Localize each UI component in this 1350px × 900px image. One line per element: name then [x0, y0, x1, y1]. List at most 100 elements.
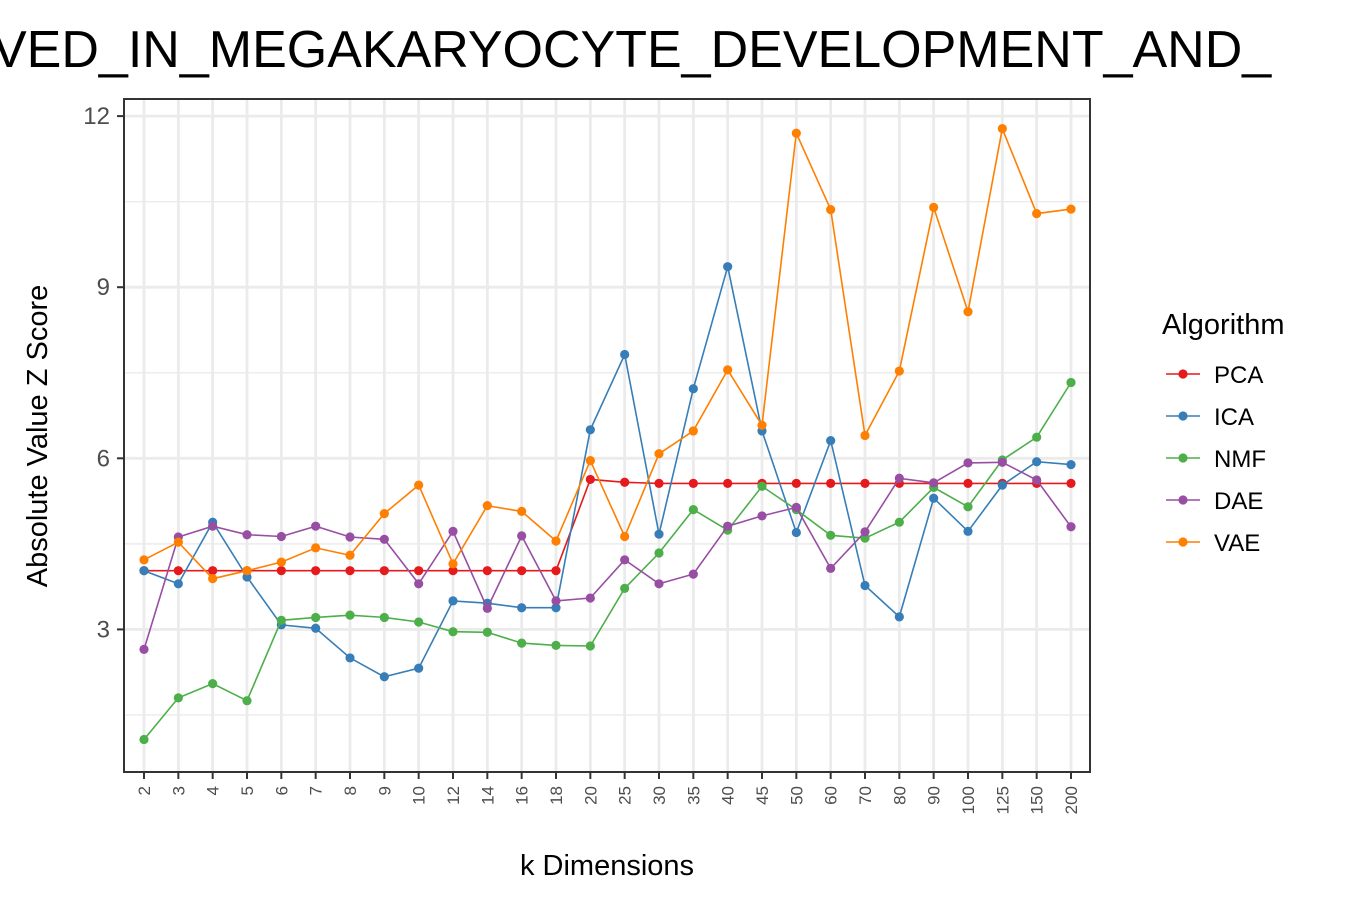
legend-label: VAE: [1214, 530, 1260, 557]
data-point: [654, 548, 664, 558]
data-point: [276, 557, 286, 567]
data-point: [1066, 204, 1076, 214]
x-tick-label: 7: [307, 786, 326, 795]
x-tick-label: 12: [444, 786, 463, 805]
data-point: [139, 644, 149, 654]
data-point: [242, 530, 252, 540]
data-point: [757, 420, 767, 430]
x-tick-label: 30: [650, 786, 669, 805]
data-point: [276, 566, 286, 576]
data-point: [1066, 522, 1076, 532]
data-point: [517, 531, 527, 541]
data-point: [208, 678, 218, 689]
data-point: [379, 672, 389, 682]
data-point: [208, 574, 218, 584]
x-tick-label: 10: [410, 786, 429, 805]
x-tick-label: 16: [513, 786, 532, 805]
series-ica: [139, 262, 1076, 682]
data-point: [139, 566, 149, 576]
data-point: [620, 531, 630, 542]
x-tick-label: 45: [753, 786, 772, 805]
data-point: [414, 566, 424, 576]
plot-border: [123, 98, 1091, 773]
data-point: [791, 527, 801, 538]
data-point: [173, 566, 183, 576]
data-point: [311, 612, 321, 623]
data-point: [517, 603, 527, 613]
data-point: [311, 543, 321, 553]
x-tick-label: 100: [959, 786, 978, 814]
data-point: [311, 521, 321, 531]
data-point: [482, 627, 492, 637]
data-point: [482, 603, 492, 613]
data-point: [448, 596, 458, 606]
data-point: [482, 501, 492, 511]
data-point: [791, 128, 801, 138]
legend-item-nmf: NMF: [1166, 446, 1266, 473]
y-tick-label: 9: [97, 274, 110, 301]
data-point: [620, 583, 630, 593]
data-point: [345, 532, 355, 542]
data-point: [379, 534, 389, 544]
data-point: [826, 205, 836, 215]
legend-item-ica: ICA: [1166, 404, 1254, 431]
data-point: [963, 458, 973, 468]
data-point: [1066, 478, 1076, 489]
x-tick-label: 18: [547, 786, 566, 805]
data-point: [1066, 459, 1076, 470]
data-point: [860, 580, 870, 591]
x-axis-title: k Dimensions: [520, 850, 694, 882]
data-point: [345, 610, 355, 620]
series-layer: [139, 124, 1076, 745]
series-line: [144, 478, 1071, 572]
data-point: [860, 430, 870, 441]
data-point: [654, 478, 664, 489]
data-point: [654, 529, 664, 539]
data-point: [929, 202, 939, 212]
series-line: [143, 382, 1072, 741]
x-tick-label: 80: [890, 786, 909, 805]
data-point: [448, 566, 458, 576]
legend-item-vae: VAE: [1166, 530, 1260, 557]
x-tick-label: 150: [1028, 786, 1047, 814]
x-tick-label: 6: [272, 786, 291, 795]
data-point: [242, 696, 252, 706]
data-point: [997, 457, 1007, 467]
data-point: [379, 612, 389, 623]
x-tick-label: 50: [787, 786, 806, 805]
data-point: [173, 693, 183, 703]
legend-item-dae: DAE: [1166, 488, 1263, 515]
data-point: [1032, 209, 1042, 219]
legend-item-pca: PCA: [1166, 362, 1263, 389]
data-point: [1032, 475, 1042, 485]
y-axis-title: Absolute Value Z Score: [22, 285, 54, 588]
data-point: [379, 566, 389, 576]
data-point: [894, 612, 904, 622]
data-point: [723, 262, 733, 272]
data-point: [688, 426, 698, 436]
x-tick-label: 60: [822, 786, 841, 805]
data-point: [620, 477, 630, 487]
x-tick-label: 4: [204, 786, 223, 795]
data-point: [414, 579, 424, 589]
data-point: [688, 384, 698, 394]
legend-key-point: [1178, 537, 1188, 547]
y-tick-label: 12: [83, 103, 110, 130]
y-tick-label: 6: [97, 445, 110, 472]
plot-panel: [124, 99, 1090, 772]
data-point: [757, 511, 767, 521]
data-point: [208, 566, 218, 576]
data-point: [1066, 377, 1076, 388]
data-point: [173, 537, 183, 547]
data-point: [963, 307, 973, 317]
data-point: [551, 596, 561, 606]
data-point: [894, 517, 904, 527]
legend-key-point: [1178, 369, 1188, 379]
chart-title: VED_IN_MEGAKARYOCYTE_DEVELOPMENT_AND_: [0, 21, 1272, 79]
x-tick-label: 35: [684, 786, 703, 805]
data-point: [791, 478, 801, 489]
data-point: [894, 473, 904, 483]
x-tick-label: 3: [169, 786, 188, 795]
data-point: [345, 566, 355, 576]
data-point: [276, 615, 286, 625]
